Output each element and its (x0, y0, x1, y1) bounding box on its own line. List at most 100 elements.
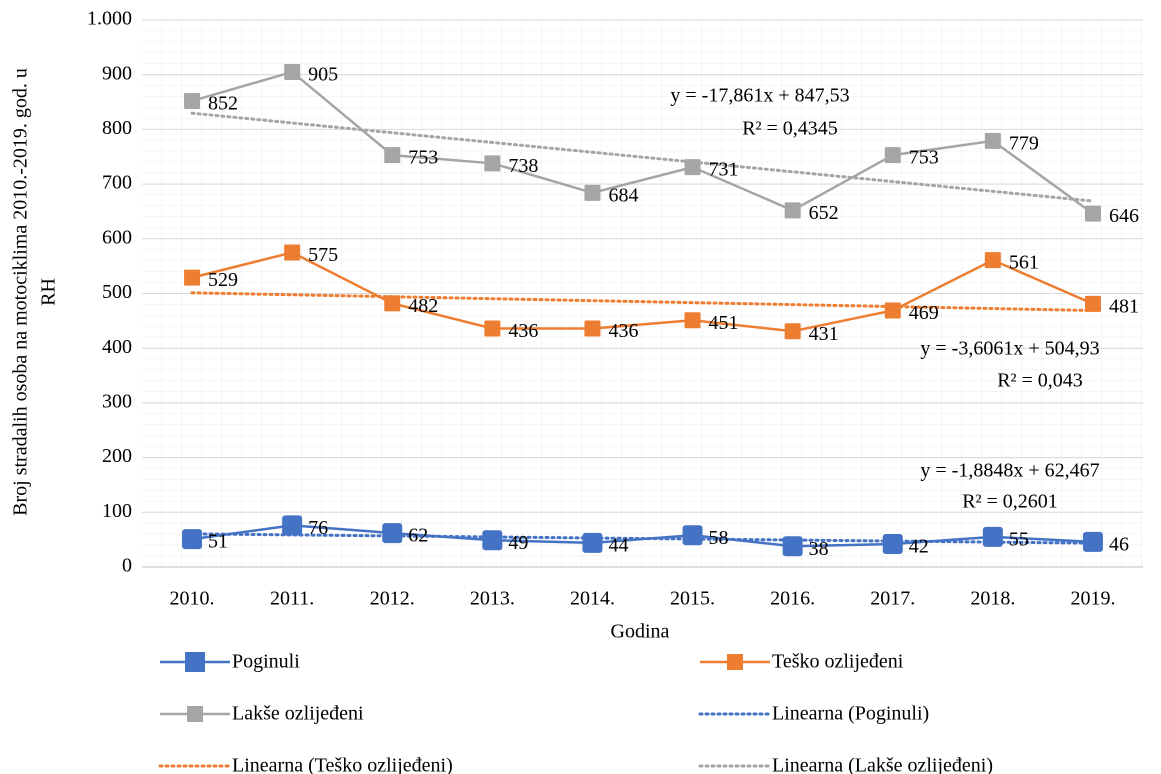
marker (684, 312, 701, 329)
marker (1082, 531, 1103, 552)
y-tick-label: 900 (102, 62, 132, 84)
legend-label: Lakše ozlijeđeni (232, 703, 364, 725)
data-label: 753 (408, 147, 438, 169)
series-line (191, 70, 1094, 215)
data-label: 436 (508, 320, 538, 342)
x-tick-label: 2013. (470, 588, 515, 610)
marker (282, 515, 303, 536)
y-tick-label: 200 (102, 445, 132, 467)
trend-equation: y = -17,861x + 847,53 (670, 85, 849, 107)
trend-equation: R² = 0,043 (997, 370, 1083, 392)
y-tick-label: 700 (102, 172, 132, 194)
x-tick-label: 2018. (970, 588, 1015, 610)
data-label: 652 (809, 202, 839, 224)
marker (582, 532, 603, 553)
marker (482, 530, 503, 551)
marker (182, 529, 203, 550)
data-label: 62 (408, 525, 428, 547)
x-tick-label: 2017. (870, 588, 915, 610)
marker (382, 523, 403, 544)
y-tick-label: 300 (102, 390, 132, 412)
marker (882, 534, 903, 555)
data-label: 575 (308, 244, 338, 266)
trend-equation: y = -3,6061x + 504,93 (920, 338, 1099, 360)
x-tick-label: 2011. (270, 588, 314, 610)
legend-label: Linearna (Lakše ozlijeđeni) (772, 755, 993, 774)
data-label: 482 (408, 295, 438, 317)
legend-marker (185, 652, 205, 672)
data-label: 469 (909, 302, 939, 324)
x-tick-label: 2016. (770, 588, 815, 610)
data-label: 451 (709, 312, 739, 334)
marker (684, 159, 701, 176)
marker (884, 302, 901, 319)
x-tick-label: 2019. (1070, 588, 1115, 610)
marker (284, 244, 301, 261)
data-label: 529 (208, 269, 238, 291)
data-label: 51 (208, 531, 228, 553)
trend-equation: R² = 0,4345 (742, 118, 838, 140)
data-label: 38 (809, 538, 829, 560)
legend-label: Poginuli (232, 651, 300, 673)
legend-marker (187, 706, 203, 722)
marker (1084, 205, 1101, 222)
trend-equation: R² = 0,2601 (962, 491, 1058, 513)
marker (784, 202, 801, 219)
marker (384, 147, 401, 164)
data-label: 55 (1009, 529, 1029, 551)
data-label: 481 (1109, 295, 1139, 317)
marker (782, 536, 803, 557)
data-label: 738 (508, 155, 538, 177)
marker (584, 184, 601, 201)
legend-marker (727, 654, 743, 670)
data-label: 49 (508, 532, 528, 554)
marker (984, 132, 1001, 149)
data-label: 436 (608, 320, 638, 342)
series-line (191, 251, 1094, 333)
x-tick-label: 2015. (670, 588, 715, 610)
legend-label: Teško ozlijeđeni (772, 651, 904, 673)
marker (184, 92, 201, 109)
trend-line (190, 111, 1095, 203)
marker (584, 320, 601, 337)
data-label: 731 (709, 159, 739, 181)
y-axis-label: RH (38, 278, 60, 306)
series-line (191, 524, 1094, 548)
data-label: 431 (809, 323, 839, 345)
marker (784, 323, 801, 340)
x-axis-label: Godina (611, 621, 670, 643)
y-tick-label: 600 (102, 226, 132, 248)
marker (884, 147, 901, 164)
marker (484, 155, 501, 172)
data-label: 852 (208, 93, 238, 115)
x-tick-label: 2012. (370, 588, 415, 610)
marker (984, 252, 1001, 269)
data-label: 684 (608, 184, 638, 206)
y-axis-label: Broj stradalih osoba na motociklima 2010… (10, 68, 32, 516)
x-tick-label: 2010. (170, 588, 215, 610)
data-label: 646 (1109, 205, 1139, 227)
legend-label: Linearna (Teško ozlijeđeni) (232, 755, 453, 774)
data-label: 76 (308, 517, 328, 539)
data-label: 42 (909, 536, 929, 558)
data-label: 779 (1009, 132, 1039, 154)
trend-line (190, 291, 1095, 313)
y-tick-label: 100 (102, 500, 132, 522)
data-label: 753 (909, 147, 939, 169)
data-label: 58 (709, 527, 729, 549)
data-label: 46 (1109, 533, 1129, 555)
marker (384, 295, 401, 312)
marker (184, 269, 201, 286)
y-tick-label: 0 (122, 555, 132, 577)
marker (1084, 295, 1101, 312)
data-label: 905 (308, 64, 338, 86)
x-tick-label: 2014. (570, 588, 615, 610)
legend-label: Linearna (Poginuli) (772, 703, 929, 725)
y-tick-label: 500 (102, 281, 132, 303)
trend-equation: y = -1,8848x + 62,467 (920, 460, 1099, 482)
data-label: 561 (1009, 252, 1039, 274)
y-tick-label: 1.000 (87, 8, 132, 30)
marker (484, 320, 501, 337)
y-tick-label: 800 (102, 117, 132, 139)
